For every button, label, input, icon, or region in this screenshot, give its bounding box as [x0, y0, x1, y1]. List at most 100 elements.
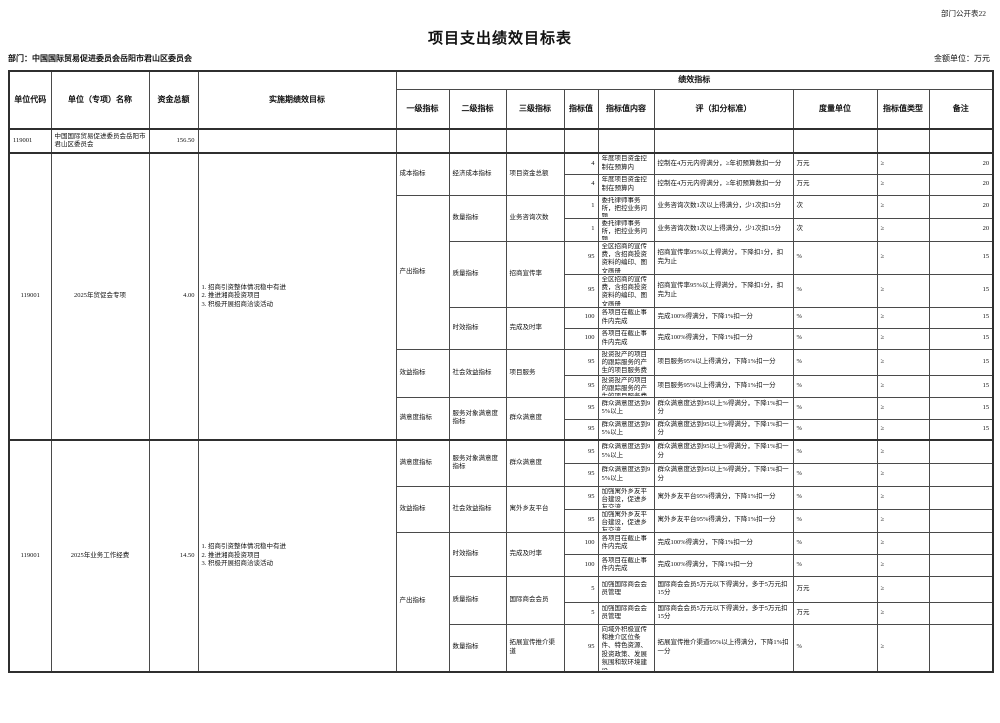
table-row: 产出指标 数量指标 业务咨询次数 1 委托律师事务所，把控业务问题 业务咨询次数…	[9, 194, 994, 350]
indicator-l1: 产出指标	[395, 531, 450, 672]
indicator-value-type: ≥	[876, 418, 930, 441]
indicator-content: 年度项目资金控制在预算内	[597, 152, 655, 175]
indicator-value: 5	[563, 601, 599, 625]
summary-goals	[197, 128, 397, 154]
indicator-l2: 社会效益指标	[448, 348, 507, 398]
indicator-note: 15	[928, 396, 994, 420]
table-row: 时效指标 完成及时率 100 各项目在截止事件内完成 完成100%得满分，下降1…	[9, 306, 994, 350]
indicator-value-type: ≥	[876, 439, 930, 464]
indicator-value: 100	[563, 306, 599, 329]
indicator-unit: 次	[792, 217, 878, 242]
indicator-content: 委托律师事务所，把控业务问题	[597, 217, 655, 242]
col-header-content: 指标值内容	[597, 88, 655, 130]
indicator-value: 1	[563, 217, 599, 242]
table-row: 5 加强国际商会会员管理 国际商会会员5万元以下得满分，多于5万元扣15分 万元…	[9, 601, 994, 625]
indicator-standard: 拓展宣传推介渠道95%以上得满分，下降1%扣一分	[653, 623, 794, 672]
indicator-standard: 寓外乡友平台95%得满分，下降1%扣一分	[653, 508, 794, 533]
project-goals: 1. 招商引资整体情况稳中有进 2. 推进湘商投资项目 3. 积极开展招商洽谈活…	[197, 439, 397, 672]
table-row: 119001 2025年业务工作经费 14.50 1. 招商引资整体情况稳中有进…	[8, 439, 994, 672]
indicator-standard: 完成100%得满分，下降1%扣一分	[653, 553, 794, 577]
indicator-value: 1	[563, 194, 599, 219]
indicator-note: 15	[928, 418, 994, 441]
indicator-l2: 社会效益指标	[448, 485, 507, 533]
indicator-content-text: 群众满意度达到95%以上	[601, 420, 651, 437]
indicator-l1: 成本指标	[395, 152, 450, 196]
indicator-value: 95	[563, 462, 599, 487]
indicator-unit: %	[792, 306, 878, 329]
table-row: 119001 2025年贸促会专项 4.00 1. 招商引资整体情况稳中有进 2…	[8, 152, 994, 441]
indicator-content: 各项目在截止事件内完成	[597, 327, 655, 350]
indicator-content: 投资投产的项目的跟踪服务的产生的项目服务费	[597, 348, 655, 376]
indicator-note: 15	[928, 273, 994, 308]
indicator-standard: 项目服务95%以上得满分，下降1%扣一分	[653, 348, 794, 376]
indicator-unit: 次	[792, 194, 878, 219]
indicator-value-type: ≥	[876, 462, 930, 487]
indicator-content-text: 各项目在截止事件内完成	[601, 534, 648, 550]
department-label: 部门：中国国际贸易促进委员会岳阳市君山区委员会	[8, 54, 192, 63]
indicator-unit: %	[792, 240, 878, 275]
indicator-content-text: 各项目在截止事件内完成	[601, 309, 648, 325]
indicator-l2: 经济成本指标	[448, 152, 507, 196]
indicator-value-type: ≥	[876, 240, 930, 275]
indicator-note	[928, 508, 994, 533]
table-row: 满意度指标 服务对象满意度指标 群众满意度 95 群众满意度达到95%以上 群众…	[9, 396, 994, 441]
indicator-content-text: 向域外积极宣传和推介区位条件、特色资源、投资政策、发展氛围和软环境建设	[601, 625, 648, 670]
indicator-standard: 群众满意度达到95以上%得满分，下降1%扣一分	[653, 418, 794, 441]
indicator-unit: %	[792, 553, 878, 577]
indicator-l1: 效益指标	[395, 348, 450, 398]
indicator-value-type: ≥	[876, 306, 930, 329]
col-header-standard: 评（扣分标准）	[653, 88, 794, 130]
indicator-value-type: ≥	[876, 575, 930, 603]
indicator-content-text: 委托律师事务所，把控业务问题	[601, 196, 648, 217]
indicator-unit: %	[792, 348, 878, 376]
indicator-content: 投资投产的项目的跟踪服务的产生的项目服务费	[597, 374, 655, 398]
indicator-content-text: 委托律师事务所，把控业务问题	[601, 219, 648, 240]
col-header-perf-group: 绩效指标	[395, 70, 994, 90]
indicator-l3: 拓展宣传推介渠道	[505, 623, 565, 672]
indicator-value: 4	[563, 173, 599, 196]
project-amount: 14.50	[148, 439, 199, 672]
indicator-value: 95	[563, 418, 599, 441]
indicator-l2: 质量指标	[448, 240, 507, 308]
indicator-content: 向域外积极宣传和推介区位条件、特色资源、投资政策、发展氛围和软环境建设	[597, 623, 655, 672]
col-header-l2: 二级指标	[448, 88, 507, 130]
col-header-impl-goal: 实施期绩效目标	[197, 70, 397, 130]
indicator-content: 加强国际商会会员管理	[597, 601, 655, 625]
project-amount: 4.00	[148, 152, 199, 441]
indicator-content-text: 加强国际商会会员管理	[601, 580, 648, 596]
indicator-l2: 时效指标	[448, 306, 507, 350]
summary-row: 119001 中国国际贸易促进委员会岳阳市君山区委员会 156.50	[8, 128, 994, 154]
indicator-content-text: 群众满意度达到95%以上	[601, 466, 651, 482]
indicator-unit: %	[792, 418, 878, 441]
indicator-content-text: 年度项目资金控制在预算内	[601, 176, 648, 192]
indicator-value: 4	[563, 152, 599, 175]
project-goals-text: 1. 招商引资整体情况稳中有进 2. 推进湘商投资项目 3. 积极开展招商洽谈活…	[201, 283, 287, 308]
indicator-unit: %	[792, 623, 878, 672]
indicator-note: 20	[928, 217, 994, 242]
indicator-note: 20	[928, 152, 994, 175]
indicator-l3: 项目资金总额	[505, 152, 565, 196]
table-row: 95 群众满意度达到95%以上 群众满意度达到95以上%得满分，下降1%扣一分 …	[9, 418, 994, 441]
indicator-content: 委托律师事务所，把控业务问题	[597, 194, 655, 219]
performance-target-table: 单位代码 单位（专项）名称 资金总额 实施期绩效目标 绩效指标 一级指标 二级指…	[8, 70, 995, 673]
indicator-content: 各项目在截止事件内完成	[597, 553, 655, 577]
indicator-l3: 群众满意度	[505, 439, 565, 487]
project-name: 2025年贸促会专项	[50, 152, 150, 441]
indicator-standard: 项目服务95%以上得满分，下降1%扣一分	[653, 374, 794, 398]
indicator-unit: %	[792, 531, 878, 555]
indicator-note	[928, 531, 994, 555]
indicator-standard: 业务咨询次数1次以上得满分，少1次扣15分	[653, 217, 794, 242]
indicator-note	[928, 485, 994, 510]
page-title: 项目支出绩效目标表	[427, 31, 572, 47]
table-row: 数量指标 拓展宣传推介渠道 95 向域外积极宣传和推介区位条件、特色资源、投资政…	[9, 623, 994, 672]
indicator-unit: %	[792, 327, 878, 350]
indicator-value-type: ≥	[876, 553, 930, 577]
table-row: 4 年度项目资金控制在预算内 控制在4万元内得满分，≥年初预算数扣一分 万元 ≥…	[9, 173, 994, 196]
indicator-standard: 完成100%得满分，下降1%扣一分	[653, 531, 794, 555]
indicator-standard: 招商宣传率95%以上得满分，下降扣1分，扣完为止	[653, 273, 794, 308]
indicator-content-text: 加强寓外乡友平台建设，促进乡友交流	[601, 487, 648, 508]
indicator-value-type: ≥	[876, 485, 930, 510]
col-header-l3: 三级指标	[505, 88, 565, 130]
indicator-note: 20	[928, 173, 994, 196]
indicator-standard: 完成100%得满分，下降1%扣一分	[653, 306, 794, 329]
